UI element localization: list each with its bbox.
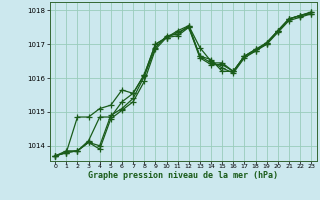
X-axis label: Graphe pression niveau de la mer (hPa): Graphe pression niveau de la mer (hPa) bbox=[88, 171, 278, 180]
